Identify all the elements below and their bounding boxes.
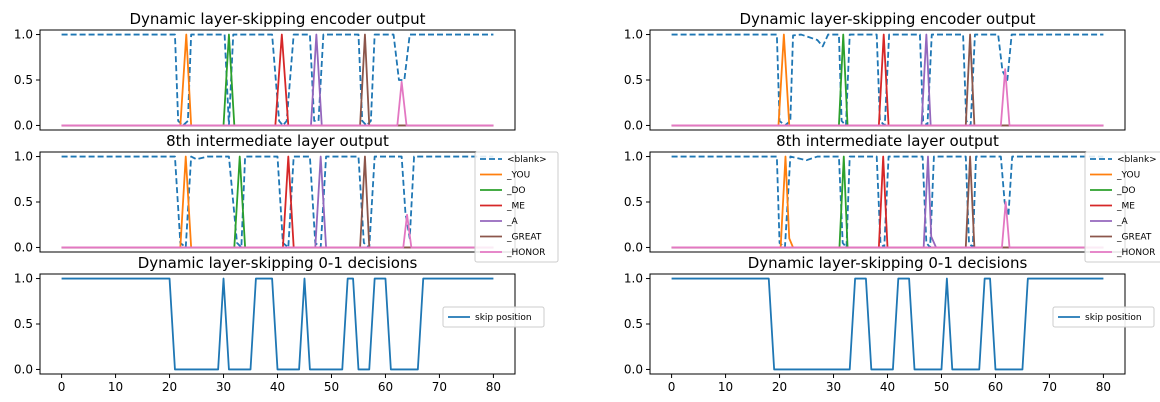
chart-right-3-title: Dynamic layer-skipping 0-1 decisions xyxy=(748,254,1028,272)
chart-left-2-legend-label-do: _DO xyxy=(506,186,526,196)
chart-left-3-legend-label-skip: skip position xyxy=(475,313,532,323)
chart-left-3-xtick-label-3: 30 xyxy=(216,380,231,394)
chart-right-2-legend-label-a: _A xyxy=(1116,217,1129,227)
chart-right-2-legend-label-great: _GREAT xyxy=(1116,233,1152,243)
chart-left-2-ytick-label-2: 1.0 xyxy=(14,150,33,164)
chart-left-2-legend-label-a: _A xyxy=(506,217,519,227)
chart-left-1-ytick-label-2: 1.0 xyxy=(14,28,33,42)
chart-left-3-ytick-label-2: 1.0 xyxy=(14,272,33,286)
chart-left-1: 0.0 0.5 1.0 Dynamic layer-skipping encoder … xyxy=(14,10,516,132)
chart-right-2-series-honor xyxy=(671,201,1104,249)
chart-left-3-xtick-label-6: 60 xyxy=(378,380,393,394)
chart-left-3-xtick-label-4: 40 xyxy=(270,380,285,394)
chart-right-3-ytick-label-2: 1.0 xyxy=(624,272,643,286)
chart-right-2-legend-label-me: _ME xyxy=(1116,202,1135,212)
chart-right-2-legend-box xyxy=(1084,151,1160,263)
chart-right-1-series-honor xyxy=(671,68,1104,127)
chart-left-3-ytick-label-1: 0.5 xyxy=(14,317,33,331)
chart-left-2-legend-label-honor: _HONOR xyxy=(506,248,545,258)
chart-left-3: 0.0 0.5 1.0 0 10 20 30 40 50 60 70 80 Dynamic layer-… xyxy=(14,254,545,394)
chart-left-2-series-great xyxy=(61,155,494,249)
chart-left-2-legend-box xyxy=(474,151,559,263)
chart-left-2-legend-label-great: _GREAT xyxy=(506,233,542,243)
chart-right-1-frame xyxy=(649,29,1126,131)
chart-left-1-ytick-label-1: 0.5 xyxy=(14,73,33,87)
chart-left-2-series-me xyxy=(61,155,494,249)
chart-right-3-xtick-label-2: 20 xyxy=(772,380,787,394)
chart-left-3-xtick-label-0: 0 xyxy=(58,380,66,394)
chart-left-2-legend-label-you: _YOU xyxy=(506,171,530,181)
chart-right-2: 0.0 0.5 1.0 8th intermediate layer output <b… xyxy=(624,132,1160,263)
chart-right-2-legend-label-you: _YOU xyxy=(1116,171,1140,181)
chart-left-3-legend-box xyxy=(442,306,545,328)
chart-left-1-ytick-label-0: 0.0 xyxy=(14,118,33,132)
chart-right-3-legend: skip position xyxy=(1052,306,1155,328)
chart-left-2-series-a xyxy=(61,155,494,249)
chart-left-2-legend-label-me: _ME xyxy=(506,202,525,212)
chart-right-2-ytick-label-2: 1.0 xyxy=(624,150,643,164)
chart-left-1-series-honor xyxy=(61,80,494,127)
chart-left-3-xtick-label-5: 50 xyxy=(324,380,339,394)
chart-left-3-xtick-label-1: 10 xyxy=(108,380,123,394)
chart-right-2-legend-label-blank: <blank> xyxy=(1117,155,1157,165)
chart-right-3-ytick-label-1: 0.5 xyxy=(624,317,643,331)
chart-right-2-series-blank xyxy=(671,155,1104,249)
chart-left-2-series-honor xyxy=(61,213,494,249)
chart-left-2-series-you xyxy=(61,155,494,249)
chart-left-3-xtick-label-7: 70 xyxy=(432,380,447,394)
chart-right-3-ytick-label-0: 0.0 xyxy=(624,362,643,376)
chart-left-2-legend-label-blank: <blank> xyxy=(507,155,547,165)
chart-right-2-legend: <blank> _YOU _DO _ME _A _GREAT _HONOR xyxy=(1084,151,1160,263)
chart-left-2-series-blank xyxy=(61,155,494,249)
chart-right-2-title: 8th intermediate layer output xyxy=(776,132,999,150)
chart-right-1-ytick-label-0: 0.0 xyxy=(624,118,643,132)
chart-right-3-legend-label-skip: skip position xyxy=(1085,313,1142,323)
chart-right-3-series-skipposition xyxy=(671,277,1104,371)
chart-right-3-xtick-label-8: 80 xyxy=(1096,380,1111,394)
chart-right-1-title: Dynamic layer-skipping encoder output xyxy=(739,10,1035,28)
chart-left-3-series-skipposition xyxy=(61,277,494,371)
chart-right-3-xtick-label-4: 40 xyxy=(880,380,895,394)
chart-right-1-ytick-label-2: 1.0 xyxy=(624,28,643,42)
chart-right-2-series-me xyxy=(671,155,1104,249)
chart-left-1-series-blank xyxy=(61,33,494,127)
chart-right-3-xtick-label-3: 30 xyxy=(826,380,841,394)
chart-left-2-legend: <blank> _YOU _DO _ME _A _GREAT _HONOR xyxy=(474,151,559,263)
chart-left-2-series-do xyxy=(61,155,494,249)
chart-left-1-title: Dynamic layer-skipping encoder output xyxy=(129,10,425,28)
chart-left-2-ytick-label-0: 0.0 xyxy=(14,240,33,254)
chart-right-3-xtick-label-5: 50 xyxy=(934,380,949,394)
chart-right-1: 0.0 0.5 1.0 Dynamic layer-skipping encoder … xyxy=(624,10,1126,132)
chart-left-1-frame xyxy=(39,29,516,131)
chart-left-2: 0.0 0.5 1.0 8th intermediate layer output <b… xyxy=(14,132,559,263)
chart-right-2-ytick-label-1: 0.5 xyxy=(624,195,643,209)
chart-left-3-xtick-label-2: 20 xyxy=(162,380,177,394)
chart-right-2-legend-label-do: _DO xyxy=(1116,186,1136,196)
chart-right-2-legend-label-honor: _HONOR xyxy=(1116,248,1155,258)
chart-right-3: 0.0 0.5 1.0 0 10 20 30 40 50 60 70 80 Dynamic layer-… xyxy=(624,254,1155,394)
chart-right-3-xtick-label-6: 60 xyxy=(988,380,1003,394)
chart-right-3-xtick-label-7: 70 xyxy=(1042,380,1057,394)
chart-left-3-ytick-label-0: 0.0 xyxy=(14,362,33,376)
chart-right-2-ytick-label-0: 0.0 xyxy=(624,240,643,254)
chart-right-3-xtick-label-1: 10 xyxy=(718,380,733,394)
chart-right-3-legend-box xyxy=(1052,306,1155,328)
chart-right-1-series-blank xyxy=(671,33,1104,127)
chart-left-3-xtick-label-8: 80 xyxy=(486,380,501,394)
chart-left-2-title: 8th intermediate layer output xyxy=(166,132,389,150)
chart-right-1-ytick-label-1: 0.5 xyxy=(624,73,643,87)
chart-left-3-title: Dynamic layer-skipping 0-1 decisions xyxy=(138,254,418,272)
chart-right-3-xtick-label-0: 0 xyxy=(668,380,676,394)
chart-left-3-legend: skip position xyxy=(442,306,545,328)
chart-left-2-ytick-label-1: 0.5 xyxy=(14,195,33,209)
